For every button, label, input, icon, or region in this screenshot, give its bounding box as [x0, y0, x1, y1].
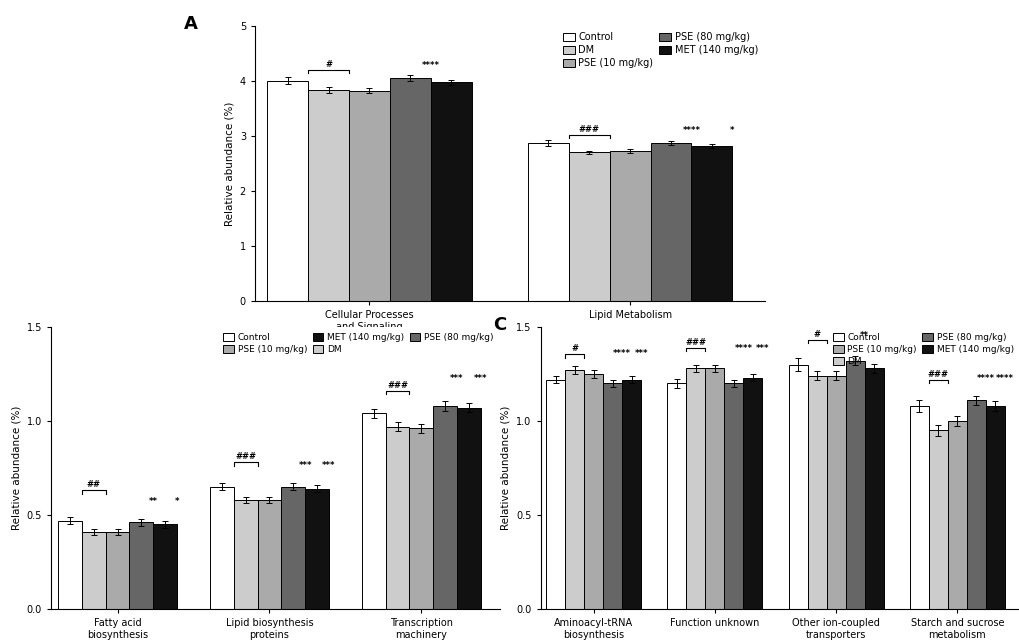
Bar [58, 520, 82, 609]
Text: *: * [730, 126, 734, 135]
Text: ****: **** [976, 374, 994, 383]
Text: ###: ### [578, 125, 599, 134]
Bar [153, 524, 177, 609]
Bar [845, 361, 864, 609]
Bar [909, 406, 928, 609]
Bar [308, 90, 348, 301]
Bar [409, 428, 433, 609]
Text: #: # [813, 330, 820, 339]
Bar [807, 376, 825, 609]
Bar [258, 500, 281, 609]
Bar [281, 487, 305, 609]
Bar [565, 370, 584, 609]
Text: ****: **** [612, 349, 631, 358]
Text: ***: *** [474, 374, 487, 383]
Bar [686, 369, 705, 609]
Bar [947, 421, 966, 609]
Text: #: # [571, 344, 578, 353]
Text: **: ** [859, 331, 868, 340]
Bar [985, 406, 1004, 609]
Bar [966, 400, 985, 609]
Bar [430, 83, 471, 301]
Text: #: # [325, 60, 332, 69]
Bar [584, 374, 602, 609]
Bar [666, 383, 686, 609]
Text: ****: **** [682, 126, 700, 135]
Bar [864, 369, 882, 609]
Text: ###: ### [685, 338, 706, 347]
Text: ***: *** [322, 461, 335, 470]
Bar [723, 383, 743, 609]
Bar [210, 487, 233, 609]
Y-axis label: Relative abundance (%): Relative abundance (%) [500, 406, 511, 530]
Bar [609, 151, 650, 301]
Y-axis label: Relative abundance (%): Relative abundance (%) [11, 406, 21, 530]
Text: **: ** [149, 497, 158, 506]
Bar [433, 406, 457, 609]
Text: ***: *** [755, 344, 768, 353]
Bar [622, 379, 641, 609]
Bar [705, 369, 723, 609]
Bar [650, 143, 691, 301]
Text: ***: *** [634, 349, 647, 358]
Text: ***: *** [449, 374, 464, 383]
Text: ###: ### [386, 381, 408, 390]
Text: ##: ## [87, 481, 101, 490]
Bar [362, 413, 385, 609]
Bar [457, 408, 480, 609]
Bar [267, 81, 308, 301]
Bar [546, 379, 565, 609]
Bar [928, 430, 947, 609]
Text: C: C [492, 315, 505, 333]
Text: ****: **** [734, 344, 752, 353]
Bar [348, 90, 389, 301]
Legend: Control, PSE (10 mg/kg), MET (140 mg/kg), DM, PSE (80 mg/kg): Control, PSE (10 mg/kg), MET (140 mg/kg)… [221, 331, 495, 356]
Bar [233, 500, 258, 609]
Legend: Control, PSE (10 mg/kg), DM, PSE (80 mg/kg), MET (140 mg/kg): Control, PSE (10 mg/kg), DM, PSE (80 mg/… [830, 331, 1015, 368]
Y-axis label: Relative abundance (%): Relative abundance (%) [224, 101, 234, 226]
Bar [82, 532, 106, 609]
Bar [129, 522, 153, 609]
Text: *: * [174, 497, 179, 506]
Text: ****: **** [995, 374, 1013, 383]
Text: ****: **** [421, 61, 439, 70]
Bar [305, 488, 328, 609]
Bar [385, 426, 409, 609]
Bar [743, 378, 761, 609]
Bar [389, 78, 430, 301]
Text: ***: *** [299, 461, 312, 470]
Bar [691, 146, 732, 301]
Bar [825, 376, 845, 609]
Text: ###: ### [235, 453, 256, 462]
Text: A: A [183, 15, 198, 33]
Text: ###: ### [927, 370, 948, 379]
Bar [528, 143, 569, 301]
Bar [106, 532, 129, 609]
Legend: Control, DM, PSE (10 mg/kg), PSE (80 mg/kg), MET (140 mg/kg): Control, DM, PSE (10 mg/kg), PSE (80 mg/… [560, 31, 759, 71]
Bar [569, 153, 609, 301]
Bar [788, 365, 807, 609]
Bar [602, 383, 622, 609]
